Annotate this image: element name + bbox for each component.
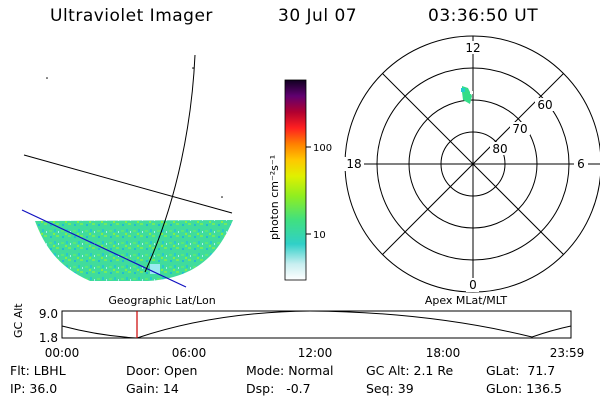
info-dsp: Dsp: -0.7 [246, 381, 311, 396]
colorbar-label: photon cm⁻²s⁻¹ [268, 155, 281, 240]
bright-spot [150, 264, 160, 274]
altitude-plot-frame [61, 310, 572, 339]
date-label: 30 Jul 07 [278, 6, 358, 26]
geographic-map: Geographic Lat/Lon [21, 54, 233, 307]
terminator-line [21, 209, 187, 288]
map-meridian [144, 54, 196, 273]
altitude-xtick-1200: 12:00 [298, 346, 333, 360]
info-glon: GLon: 136.5 [486, 381, 562, 396]
mlat-60-label: 60 [537, 98, 552, 112]
info-glat: GLat: 71.7 [486, 363, 556, 378]
aurora-blob-highlight [470, 91, 473, 94]
mlt-18-label: 18 [346, 157, 361, 171]
aurora-image-swath [35, 220, 233, 281]
mlt-12-label: 12 [465, 41, 480, 55]
altitude-curve [61, 310, 572, 339]
aurora-blob-core [461, 88, 465, 92]
time-label: 03:36:50 UT [428, 6, 539, 26]
info-ip: IP: 36.0 [10, 381, 58, 396]
altitude-ytick-9: 9.0 [39, 307, 58, 321]
altitude-xtick-2359: 23:59 [550, 346, 585, 360]
polar-plot: 12 0 18 6 60 70 80 Apex MLat/MLT [344, 35, 600, 307]
polar-diagonal [382, 73, 564, 255]
mlat-80-label: 80 [492, 142, 507, 156]
label-bg [466, 41, 481, 54]
label-bg [490, 142, 510, 155]
label-bg [535, 98, 555, 111]
label-bg [574, 157, 588, 171]
star-dot [192, 67, 194, 69]
geographic-caption: Geographic Lat/Lon [108, 294, 215, 307]
altitude-ytick-1-8: 1.8 [39, 331, 58, 345]
star-dot [46, 77, 48, 79]
info-flt: Flt: LBHL [10, 363, 66, 378]
app-title: Ultraviolet Imager [50, 6, 213, 26]
colorbar-scale [284, 79, 307, 281]
label-bg [510, 122, 530, 135]
altitude-xtick-0600: 06:00 [172, 346, 207, 360]
info-seq: Seq: 39 [366, 381, 414, 396]
altitude-ylabel: GC Alt [12, 303, 25, 338]
info-gain: Gain: 14 [126, 381, 179, 396]
altitude-xtick-0000: 00:00 [45, 346, 80, 360]
info-mode: Mode: Normal [246, 363, 334, 378]
mlat-70-label: 70 [512, 122, 527, 136]
colorbar-tick-10: 10 [313, 230, 326, 241]
star-dot [221, 196, 223, 198]
label-bg [344, 157, 364, 171]
info-door: Door: Open [126, 363, 198, 378]
polar-caption: Apex MLat/MLT [425, 294, 508, 307]
info-gc-alt: GC Alt: 2.1 Re [366, 363, 454, 378]
map-grid-line [23, 154, 233, 214]
altitude-xtick-1800: 18:00 [426, 346, 461, 360]
colorbar-tick-100: 100 [313, 143, 332, 154]
label-bg [466, 278, 479, 292]
mlt-6-label: 6 [577, 157, 585, 171]
colorbar: 100 10 photon cm⁻²s⁻¹ [268, 79, 332, 281]
altitude-plot: GC Alt 9.0 1.8 00:00 06:00 12:00 18:00 2… [12, 303, 584, 360]
mlt-0-label: 0 [469, 278, 477, 292]
